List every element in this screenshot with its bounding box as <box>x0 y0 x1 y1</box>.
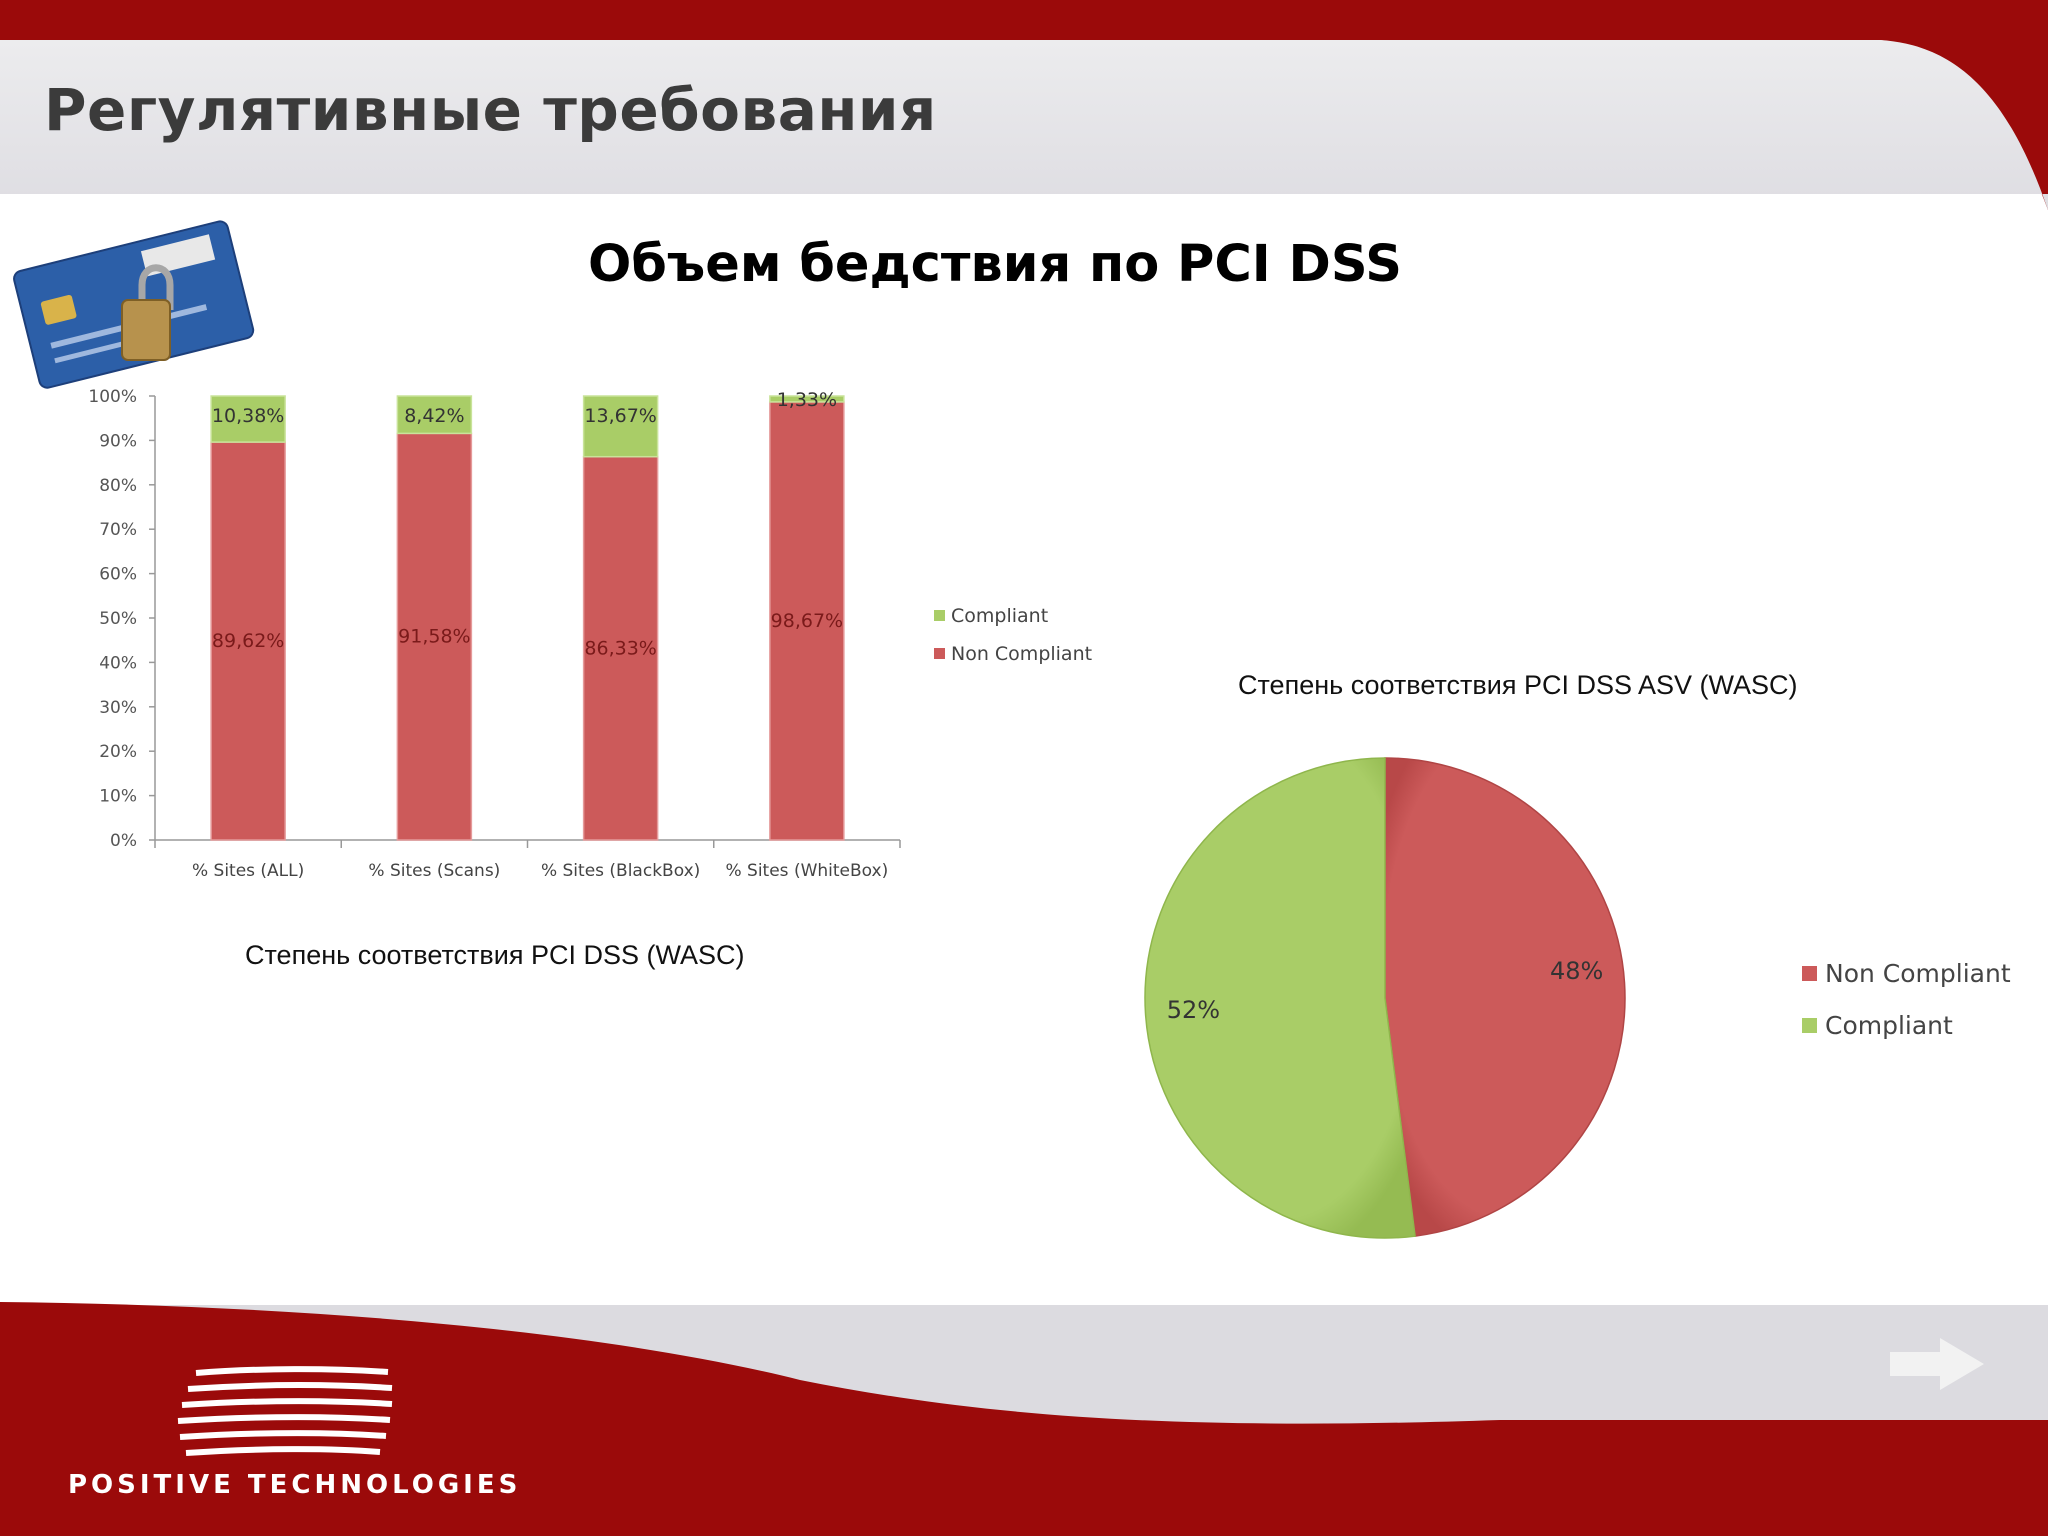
bar-label-compliant: 1,33% <box>777 389 837 411</box>
x-category-label: % Sites (BlackBox) <box>541 861 700 881</box>
y-tick-label: 100% <box>88 387 137 407</box>
bar-chart-caption: Степень соответствия PCI DSS (WASC) <box>245 940 745 970</box>
pie-slice-non-compliant <box>1384 757 1626 1237</box>
padlock-icon <box>121 264 174 361</box>
legend-label: Compliant <box>951 605 1048 627</box>
bar-segment-compliant <box>769 395 845 403</box>
bar-segment-non-compliant <box>210 441 286 841</box>
pie-chart-caption: Степень соответствия PCI DSS ASV (WASC) <box>1238 670 1798 700</box>
bar-segment-non-compliant <box>396 432 473 841</box>
pie-label-compliant: 52% <box>1167 996 1220 1024</box>
bar-segment-compliant <box>396 395 473 435</box>
y-tick-label: 70% <box>99 520 137 540</box>
legend-label: Non Compliant <box>951 643 1092 665</box>
pie-label-non-compliant: 48% <box>1550 957 1603 985</box>
pie-legend-swatch <box>1802 1018 1817 1033</box>
bar-label-compliant: 10,38% <box>212 405 284 427</box>
y-tick-label: 0% <box>110 831 137 851</box>
bar-label-non-compliant: 89,62% <box>212 630 284 652</box>
y-tick-label: 50% <box>99 609 137 629</box>
pie-legend-swatch <box>1802 966 1817 981</box>
y-tick-label: 30% <box>99 698 137 718</box>
legend-swatch <box>934 610 945 621</box>
bar-segment-non-compliant <box>769 401 845 841</box>
main-heading: Объем бедствия по PCI DSS <box>587 235 1403 294</box>
bar-segment-compliant <box>582 395 659 458</box>
bar-segment-compliant <box>210 395 286 443</box>
legend-swatch <box>934 648 945 659</box>
x-category-label: % Sites (WhiteBox) <box>725 861 888 881</box>
bar-label-non-compliant: 98,67% <box>771 610 843 632</box>
header-red-curve <box>1800 0 2048 210</box>
pie-legend-label: Compliant <box>1825 1011 1953 1040</box>
pie-slice-compliant <box>1144 757 1416 1239</box>
y-tick-label: 20% <box>99 742 137 762</box>
arrow-right-icon[interactable] <box>1886 1334 1988 1394</box>
footer-red-wave <box>0 1302 2048 1536</box>
y-tick-label: 60% <box>99 565 137 585</box>
header-grey-band <box>0 40 2048 210</box>
bar-label-compliant: 13,67% <box>584 405 656 427</box>
y-tick-label: 90% <box>99 431 137 451</box>
y-tick-label: 80% <box>99 476 137 496</box>
y-tick-label: 40% <box>99 653 137 673</box>
y-tick-label: 10% <box>99 787 137 807</box>
bar-label-non-compliant: 86,33% <box>584 637 656 659</box>
company-logo-stripes <box>177 1366 393 1456</box>
header-red-band <box>0 0 2048 40</box>
pie-legend-label: Non Compliant <box>1825 959 2011 988</box>
x-category-label: % Sites (ALL) <box>192 861 304 881</box>
slide-title: Регулятивные требования <box>44 76 937 144</box>
bar-label-non-compliant: 91,58% <box>398 626 470 648</box>
x-category-label: % Sites (Scans) <box>368 861 500 881</box>
bar-label-compliant: 8,42% <box>404 405 464 427</box>
company-logo-text: POSITIVE TECHNOLOGIES <box>68 1470 522 1500</box>
